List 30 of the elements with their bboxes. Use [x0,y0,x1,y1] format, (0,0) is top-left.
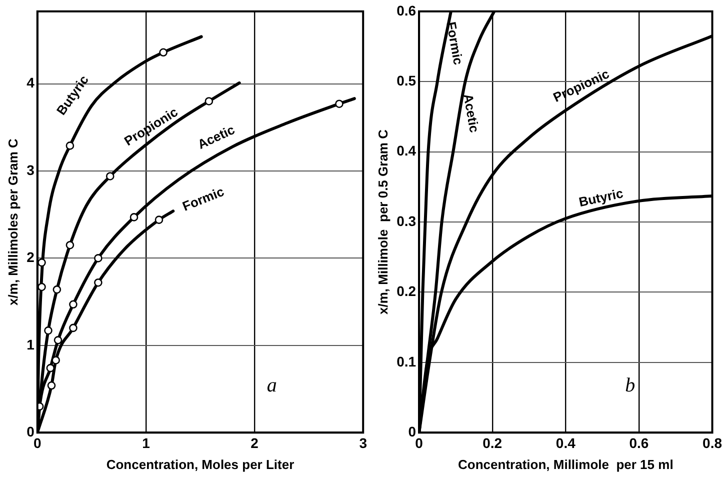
x-tick-label: 0.2 [482,434,502,451]
y-tick-label: 0.3 [396,212,416,229]
y-tick-label: 1 [26,336,35,352]
y-tick-label: 0.4 [396,142,416,159]
x-axis-title: Concentration, Moles per Liter [106,456,294,472]
annotation: b [625,374,636,397]
y-tick-label: 0.2 [396,283,416,300]
x-tick-label: 0.8 [702,434,722,451]
x-tick-label: 2 [250,434,259,451]
x-tick-label: 0.6 [629,434,649,451]
text: Formic [180,184,226,214]
y-tick-label: 0.1 [396,353,416,370]
text: Formic [444,20,466,66]
x-tick-label: 1 [142,434,150,451]
annotation: a [266,374,277,397]
y-axis-title: x/m, Millimole per 0.5 Gram C [375,128,390,314]
y-axis-title: x/m, Millimoles per Gram C [5,138,20,306]
y-tick-label: 3 [26,162,35,178]
y-tick-label: 0.5 [396,72,416,88]
x-tick-label: 3 [359,434,368,451]
y-tick-label: 2 [26,249,35,266]
text: Acetic [195,122,237,152]
x-tick-label: 0.4 [556,434,576,451]
y-tick-label: 0.6 [396,2,416,18]
y-tick-label: 0 [408,423,416,440]
y-tick-label: 4 [26,74,35,91]
text: Butyric [578,186,624,210]
y-tick-label: 0 [26,423,35,440]
x-axis-title: Concentration, Millimole per 15 ml [458,456,674,472]
text: Acetic [460,92,482,134]
